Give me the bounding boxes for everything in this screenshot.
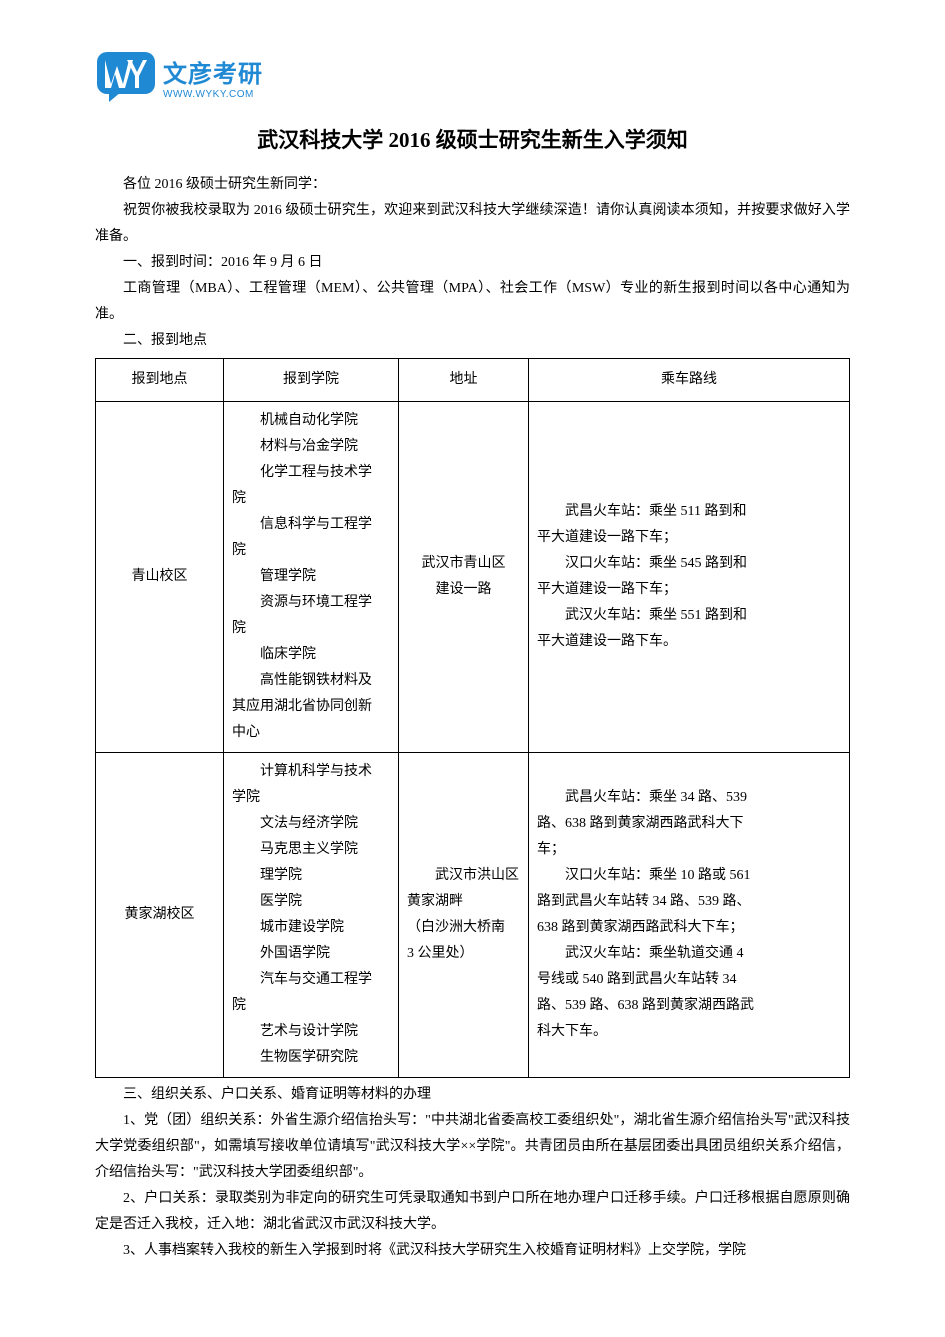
route-line: 平大道建设一路下车； <box>537 525 841 551</box>
post-p2: 1、党（团）组织关系：外省生源介绍信抬头写："中共湖北省委高校工委组织处"，湖北… <box>95 1108 850 1186</box>
logo-title: 文彦考研 <box>163 54 263 89</box>
school-line: 艺术与设计学院 <box>232 1019 390 1045</box>
cell-location-0: 青山校区 <box>96 402 224 753</box>
cell-schools-0: 机械自动化学院 材料与冶金学院 化学工程与技术学 院 信息科学与工程学 院 管理… <box>224 402 399 753</box>
route-line: 路到武昌火车站转 34 路、539 路、 <box>537 889 841 915</box>
cell-route-0: 武昌火车站：乘坐 511 路到和 平大道建设一路下车； 汉口火车站：乘坐 545… <box>529 402 850 753</box>
route-line: 武昌火车站：乘坐 34 路、539 <box>537 785 841 811</box>
route-line: 路、638 路到黄家湖西路武科大下 <box>537 811 841 837</box>
school-line: 信息科学与工程学 <box>232 512 390 538</box>
route-line: 武汉火车站：乘坐轨道交通 4 <box>537 941 841 967</box>
school-line: 院 <box>232 538 390 564</box>
cell-address-1: 武汉市洪山区 黄家湖畔 （白沙洲大桥南 3 公里处） <box>399 753 529 1078</box>
intro-greeting: 各位 2016 级硕士研究生新同学： <box>95 172 850 198</box>
school-line: 材料与冶金学院 <box>232 434 390 460</box>
school-line: 文法与经济学院 <box>232 811 390 837</box>
route-line: 科大下车。 <box>537 1019 841 1045</box>
address-line: 建设一路 <box>407 577 520 603</box>
school-line: 外国语学院 <box>232 941 390 967</box>
intro-p1: 祝贺你被我校录取为 2016 级硕士研究生，欢迎来到武汉科技大学继续深造！请你认… <box>95 198 850 250</box>
cell-route-1: 武昌火车站：乘坐 34 路、539 路、638 路到黄家湖西路武科大下 车； 汉… <box>529 753 850 1078</box>
school-line: 马克思主义学院 <box>232 837 390 863</box>
school-line: 化学工程与技术学 <box>232 460 390 486</box>
school-line: 学院 <box>232 785 390 811</box>
header-location: 报到地点 <box>96 359 224 402</box>
route-line: 平大道建设一路下车。 <box>537 629 841 655</box>
route-line: 武汉火车站：乘坐 551 路到和 <box>537 603 841 629</box>
school-line: 中心 <box>232 720 390 746</box>
route-line: 车； <box>537 837 841 863</box>
route-line: 638 路到黄家湖西路武科大下车； <box>537 915 841 941</box>
post-p4: 3、人事档案转入我校的新生入学报到时将《武汉科技大学研究生入校婚育证明材料》上交… <box>95 1238 850 1264</box>
school-line: 资源与环境工程学 <box>232 590 390 616</box>
page-title: 武汉科技大学 2016 级硕士研究生新生入学须知 <box>95 124 850 154</box>
school-line: 院 <box>232 616 390 642</box>
cell-address-0: 武汉市青山区 建设一路 <box>399 402 529 753</box>
intro-p3: 工商管理（MBA）、工程管理（MEM）、公共管理（MPA）、社会工作（MSW）专… <box>95 276 850 328</box>
route-line: 平大道建设一路下车； <box>537 577 841 603</box>
address-line: 黄家湖畔 <box>407 889 520 915</box>
school-line: 医学院 <box>232 889 390 915</box>
school-line: 管理学院 <box>232 564 390 590</box>
school-line: 高性能钢铁材料及 <box>232 668 390 694</box>
table-row: 黄家湖校区 计算机科学与技术 学院 文法与经济学院 马克思主义学院 理学院 医学… <box>96 753 850 1078</box>
header-route: 乘车路线 <box>529 359 850 402</box>
route-line: 武昌火车站：乘坐 511 路到和 <box>537 499 841 525</box>
route-line: 路、539 路、638 路到黄家湖西路武 <box>537 993 841 1019</box>
intro-p4: 二、报到地点 <box>95 328 850 354</box>
cell-schools-1: 计算机科学与技术 学院 文法与经济学院 马克思主义学院 理学院 医学院 城市建设… <box>224 753 399 1078</box>
logo-icon <box>95 50 157 104</box>
route-line: 汉口火车站：乘坐 545 路到和 <box>537 551 841 577</box>
school-line: 计算机科学与技术 <box>232 759 390 785</box>
header-address: 地址 <box>399 359 529 402</box>
post-p3: 2、户口关系：录取类别为非定向的研究生可凭录取通知书到户口所在地办理户口迁移手续… <box>95 1186 850 1238</box>
route-line: 汉口火车站：乘坐 10 路或 561 <box>537 863 841 889</box>
intro-p2: 一、报到时间：2016 年 9 月 6 日 <box>95 250 850 276</box>
school-line: 城市建设学院 <box>232 915 390 941</box>
school-line: 院 <box>232 993 390 1019</box>
address-line: 3 公里处） <box>407 941 520 967</box>
post-p1: 三、组织关系、户口关系、婚育证明等材料的办理 <box>95 1082 850 1108</box>
logo-url: WWW.WYKY.COM <box>163 89 263 100</box>
school-line: 生物医学研究院 <box>232 1045 390 1071</box>
address-line: 武汉市洪山区 <box>407 863 520 889</box>
school-line: 机械自动化学院 <box>232 408 390 434</box>
school-line: 汽车与交通工程学 <box>232 967 390 993</box>
school-line: 临床学院 <box>232 642 390 668</box>
school-line: 院 <box>232 486 390 512</box>
table-row: 青山校区 机械自动化学院 材料与冶金学院 化学工程与技术学 院 信息科学与工程学… <box>96 402 850 753</box>
logo-text-container: 文彦考研 WWW.WYKY.COM <box>163 54 263 100</box>
school-line: 理学院 <box>232 863 390 889</box>
route-line: 号线或 540 路到武昌火车站转 34 <box>537 967 841 993</box>
cell-location-1: 黄家湖校区 <box>96 753 224 1078</box>
logo-container: 文彦考研 WWW.WYKY.COM <box>95 50 850 104</box>
registration-table: 报到地点 报到学院 地址 乘车路线 青山校区 机械自动化学院 材料与冶金学院 化… <box>95 358 850 1078</box>
table-header-row: 报到地点 报到学院 地址 乘车路线 <box>96 359 850 402</box>
address-line: （白沙洲大桥南 <box>407 915 520 941</box>
school-line: 其应用湖北省协同创新 <box>232 694 390 720</box>
header-school: 报到学院 <box>224 359 399 402</box>
address-line: 武汉市青山区 <box>407 551 520 577</box>
